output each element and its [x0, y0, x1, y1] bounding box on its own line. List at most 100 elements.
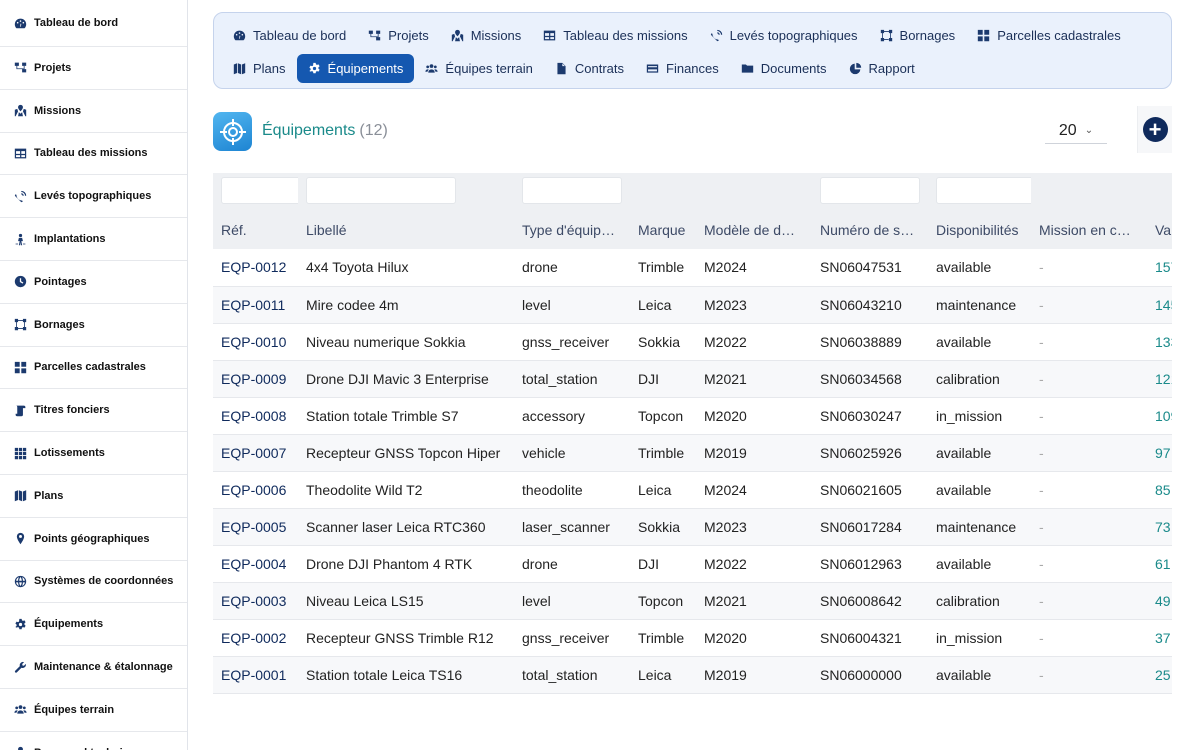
table-row[interactable]: EQP-0012 4x4 Toyota Hilux drone Trimble M202… — [213, 249, 1172, 287]
column-header[interactable]: Numéro de s… — [812, 210, 928, 249]
table-cell[interactable]: EQP-0010 — [213, 323, 298, 361]
table-cell: Theodolite Wild T2 — [298, 471, 514, 509]
sidebar-item-parcelles-cadastrales[interactable]: Parcelles cadastrales — [0, 347, 187, 390]
table-icon — [543, 29, 563, 42]
table-cell: maintenance — [928, 286, 1031, 324]
tab-equipes-terrain[interactable]: Équipes terrain — [414, 54, 543, 83]
column-header[interactable]: Libellé — [298, 210, 514, 249]
table-cell: total_station — [514, 656, 630, 694]
sidebar-item-bornages[interactable]: Bornages — [0, 304, 187, 347]
tab-parcelles-cadastrales[interactable]: Parcelles cadastrales — [966, 21, 1132, 50]
top-nav: Tableau de bord Projets Missions Tableau de… — [213, 12, 1172, 89]
table-cell: - — [1031, 286, 1147, 324]
sidebar-item-leves-topographiques[interactable]: Levés topographiques — [0, 175, 187, 219]
table-cell[interactable]: EQP-0012 — [213, 249, 298, 287]
users-icon — [425, 62, 445, 75]
column-header[interactable]: Modèle de d… — [696, 210, 812, 249]
table-cell: SN06021605 — [812, 471, 928, 509]
column-filter-input[interactable] — [936, 177, 1036, 204]
page-title: Équipements (12) — [262, 122, 388, 140]
table-cell: drone — [514, 545, 630, 583]
tab-equipements[interactable]: Équipements — [296, 54, 415, 83]
sidebar-item-equipes-terrain[interactable]: Équipes terrain — [0, 689, 187, 732]
sidebar-item-systemes-de-coordonnees[interactable]: Systèmes de coordonnées — [0, 561, 187, 604]
table-cell[interactable]: EQP-0006 — [213, 471, 298, 509]
table-cell[interactable]: EQP-0004 — [213, 545, 298, 583]
table-cell: Drone DJI Phantom 4 RTK — [298, 545, 514, 583]
tab-tableau-des-missions[interactable]: Tableau des missions — [532, 21, 698, 50]
table-cell: M2020 — [696, 619, 812, 657]
table-cell: in_mission — [928, 397, 1031, 435]
table-cell[interactable]: EQP-0007 — [213, 434, 298, 472]
tab-documents[interactable]: Documents — [730, 54, 838, 83]
column-header[interactable]: Marque — [630, 210, 696, 249]
table-cell[interactable]: EQP-0005 — [213, 508, 298, 546]
tab-finances[interactable]: Finances — [635, 54, 730, 83]
column-filter-input[interactable] — [820, 177, 920, 204]
sidebar-item-projets[interactable]: Projets — [0, 47, 187, 90]
map-marked-icon-svg — [14, 105, 26, 117]
table-cell: drone — [514, 249, 630, 287]
sidebar-item-tableau-des-missions[interactable]: Tableau des missions — [0, 133, 187, 176]
page-size-select[interactable]: 20 ⌄ — [1045, 118, 1107, 144]
vector-square-icon — [13, 318, 27, 332]
table-cell[interactable]: EQP-0009 — [213, 360, 298, 398]
table-row[interactable]: EQP-0005 Scanner laser Leica RTC360 laser_… — [213, 508, 1172, 546]
sidebar-item-implantations[interactable]: Implantations — [0, 218, 187, 261]
equipment-table: Réf. Libellé Type d'équip… Marque Modèle de … — [213, 173, 1172, 695]
table-cell: Trimble — [630, 249, 696, 287]
table-cell[interactable]: EQP-0001 — [213, 656, 298, 694]
column-header[interactable]: Type d'équip… — [514, 210, 630, 249]
sidebar-item-points-geographiques[interactable]: Points géographiques — [0, 518, 187, 561]
file-contract-icon-svg — [557, 62, 566, 75]
tab-plans[interactable]: Plans — [222, 54, 297, 83]
sidebar-item-lotissements[interactable]: Lotissements — [0, 432, 187, 475]
page-size-value: 20 — [1058, 121, 1077, 139]
tab-contrats[interactable]: Contrats — [544, 54, 635, 83]
table-cell[interactable]: EQP-0011 — [213, 286, 298, 324]
column-header[interactable]: Va — [1147, 210, 1172, 249]
table-row[interactable]: EQP-0002 Recepteur GNSS Trimble R12 gnss_r… — [213, 619, 1172, 657]
tab-bornages[interactable]: Bornages — [869, 21, 967, 50]
column-header[interactable]: Mission en c… — [1031, 210, 1147, 249]
sidebar-item-equipements[interactable]: Équipements — [0, 603, 187, 647]
column-header[interactable]: Disponibilités — [928, 210, 1031, 249]
add-equipment-button[interactable]: + — [1137, 106, 1172, 153]
table-cell: 49 — [1147, 582, 1172, 620]
grid-small-icon — [13, 446, 27, 460]
sidebar-item-label: Levés topographiques — [34, 190, 152, 203]
sidebar-item-missions[interactable]: Missions — [0, 90, 187, 133]
sidebar-item-maintenance-etalonnage[interactable]: Maintenance & étalonnage — [0, 646, 187, 689]
table-row[interactable]: EQP-0006 Theodolite Wild T2 theodolite Leic… — [213, 471, 1172, 509]
column-filter-input[interactable] — [306, 177, 456, 204]
table-cell[interactable]: EQP-0008 — [213, 397, 298, 435]
table-row[interactable]: EQP-0009 Drone DJI Mavic 3 Enterprise tota… — [213, 360, 1172, 398]
table-row[interactable]: EQP-0008 Station totale Trimble S7 accesso… — [213, 397, 1172, 435]
table-cell[interactable]: EQP-0003 — [213, 582, 298, 620]
table-row[interactable]: EQP-0004 Drone DJI Phantom 4 RTK drone DJI M… — [213, 545, 1172, 583]
column-filter-input[interactable] — [522, 177, 622, 204]
sidebar-item-tableau-de-bord[interactable]: Tableau de bord — [0, 0, 187, 47]
table-row[interactable]: EQP-0003 Niveau Leica LS15 level Topcon M202… — [213, 582, 1172, 620]
table-row[interactable]: EQP-0011 Mire codee 4m level Leica M2023 SN06… — [213, 286, 1172, 324]
table-cell: 133 — [1147, 323, 1172, 361]
sidebar-item-titres-fonciers[interactable]: Titres fonciers — [0, 389, 187, 433]
table-cell: maintenance — [928, 508, 1031, 546]
table-row[interactable]: EQP-0007 Recepteur GNSS Topcon Hiper vehic… — [213, 434, 1172, 472]
column-header[interactable]: Réf. — [213, 210, 298, 249]
tab-leves-topographiques[interactable]: Levés topographiques — [699, 21, 869, 50]
sidebar-item-personnel-technique[interactable]: Personnel technique — [0, 732, 187, 750]
sitemap-icon-svg — [14, 63, 26, 73]
sidebar-item-plans[interactable]: Plans — [0, 475, 187, 518]
tab-tableau-de-bord[interactable]: Tableau de bord — [222, 21, 357, 50]
tab-rapport[interactable]: Rapport — [838, 54, 926, 83]
table-row[interactable]: EQP-0001 Station totale Leica TS16 total_s… — [213, 656, 1172, 694]
sidebar-item-pointages[interactable]: Pointages — [0, 261, 187, 304]
table-cell: - — [1031, 471, 1147, 509]
tab-projets[interactable]: Projets — [357, 21, 439, 50]
page-header: Équipements (12) 20 ⌄ + — [213, 106, 1172, 154]
tab-missions[interactable]: Missions — [440, 21, 533, 50]
table-row[interactable]: EQP-0010 Niveau numerique Sokkia gnss_rece… — [213, 323, 1172, 361]
table-cell: M2024 — [696, 471, 812, 509]
table-cell[interactable]: EQP-0002 — [213, 619, 298, 657]
